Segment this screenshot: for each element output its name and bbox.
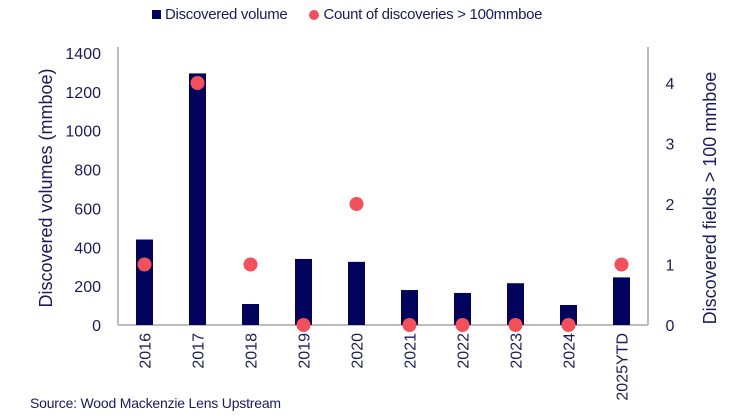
bar-2016 <box>136 239 153 325</box>
left-tick-label: 200 <box>74 279 101 296</box>
dot-2021 <box>402 318 417 332</box>
dot-2025YTD <box>614 257 629 272</box>
left-tick-label: 0 <box>92 318 101 335</box>
right-tick-label: 4 <box>666 76 675 93</box>
legend-item-count: Count of discoveries > 100mmboe <box>309 6 543 23</box>
dot-2017 <box>190 76 205 90</box>
left-tick-label: 800 <box>74 163 101 180</box>
legend-label-volume: Discovered volume <box>165 6 288 23</box>
right-tick-label: 0 <box>666 318 675 335</box>
left-tick-label: 600 <box>74 201 101 218</box>
x-tick-label: 2023 <box>509 333 526 369</box>
x-tick-label: 2024 <box>562 333 579 369</box>
source-note: Source: Wood Mackenzie Lens Upstream <box>30 395 281 411</box>
legend-label-count: Count of discoveries > 100mmboe <box>323 6 543 23</box>
x-tick-label: 2019 <box>297 333 314 369</box>
x-tick-label: 2021 <box>403 333 420 369</box>
dot-2019 <box>296 318 311 332</box>
bar-swatch-icon <box>152 10 161 19</box>
x-tick-label: 2022 <box>456 333 473 369</box>
x-tick-label: 2025YTD <box>615 333 632 401</box>
right-tick-label: 2 <box>666 197 675 214</box>
x-tick-label: 2018 <box>244 333 261 369</box>
dot-2018 <box>243 257 258 272</box>
bar-2018 <box>242 304 259 325</box>
bar-2020 <box>348 261 365 325</box>
bar-2019 <box>295 258 312 325</box>
left-axis-title: Discovered volumes (mmboe) <box>36 68 56 307</box>
right-tick-label: 1 <box>666 258 675 275</box>
left-tick-label: 1000 <box>65 124 101 141</box>
dot-2016 <box>137 257 152 272</box>
legend-item-volume: Discovered volume <box>152 6 288 23</box>
x-tick-label: 2016 <box>138 333 155 369</box>
dot-2023 <box>508 318 523 332</box>
x-tick-label: 2017 <box>191 333 208 369</box>
left-tick-label: 400 <box>74 240 101 257</box>
right-axis-title: Discovered fields > 100 mmboe <box>700 72 720 325</box>
bar-2021 <box>401 290 418 325</box>
dot-2020 <box>349 197 364 211</box>
dot-2024 <box>561 318 576 332</box>
right-tick-label: 3 <box>666 137 675 154</box>
bar-2017 <box>189 73 206 326</box>
bar-2023 <box>507 283 524 325</box>
left-tick-label: 1400 <box>65 46 101 63</box>
left-tick-label: 1200 <box>65 85 101 102</box>
dot-swatch-icon <box>309 9 320 20</box>
chart-legend: Discovered volume Count of discoveries >… <box>152 6 564 23</box>
dot-2022 <box>455 318 470 332</box>
bar-2025YTD <box>613 277 630 325</box>
x-tick-label: 2020 <box>350 333 367 369</box>
bar-2022 <box>454 292 471 325</box>
